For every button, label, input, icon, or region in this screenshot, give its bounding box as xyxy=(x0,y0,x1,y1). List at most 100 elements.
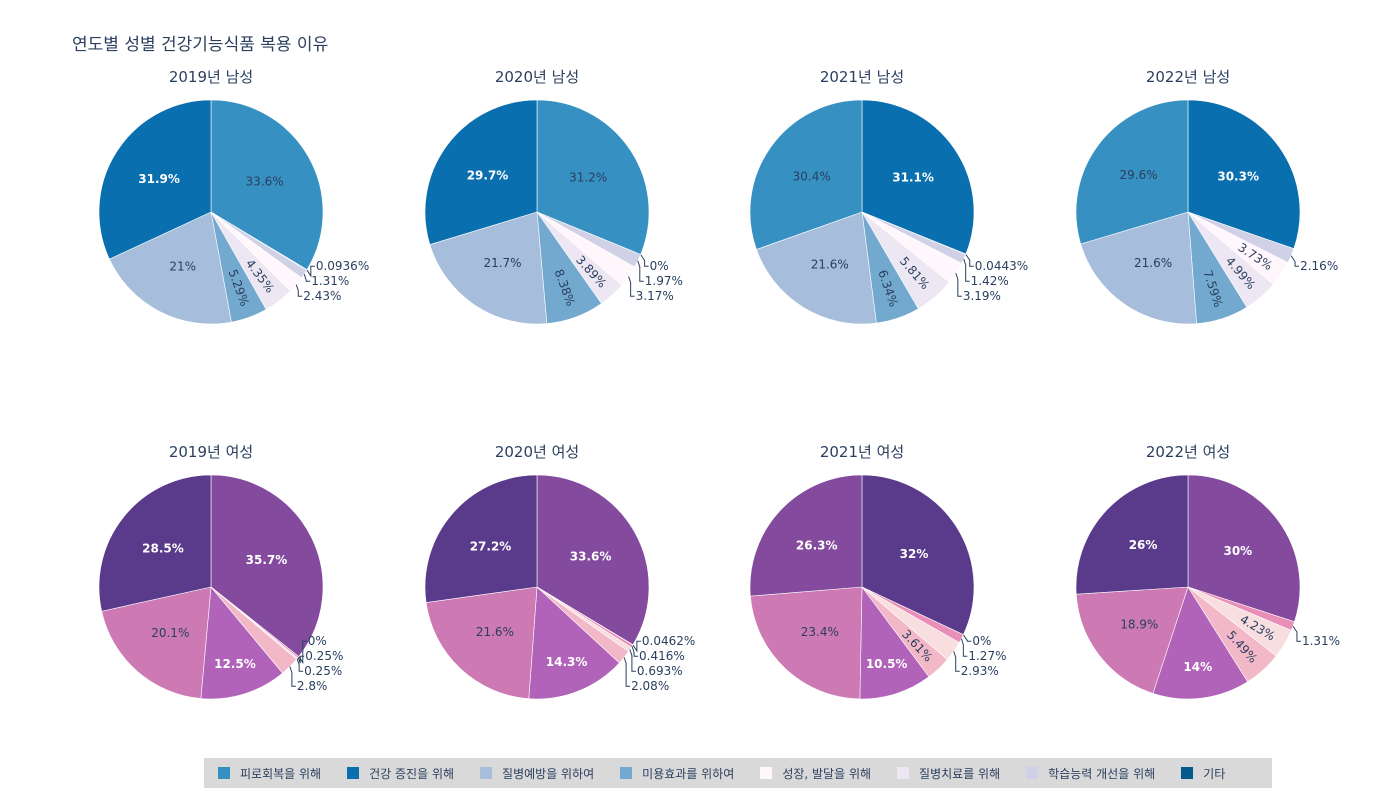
pie-slice[interactable] xyxy=(749,474,863,597)
slice-leader-line xyxy=(962,634,972,642)
legend-label: 학습능력 개선을 위해 xyxy=(1048,766,1156,781)
slice-leader-line xyxy=(631,646,639,657)
slice-leader-line xyxy=(960,638,968,657)
slice-label: 32% xyxy=(900,547,929,561)
slice-label: 26% xyxy=(1129,538,1158,552)
legend-swatch xyxy=(760,767,773,779)
pie-slice[interactable] xyxy=(861,99,975,255)
slice-label: 33.6% xyxy=(246,175,284,189)
pie-title: 2020년 여성 xyxy=(495,443,579,461)
slice-label: 30% xyxy=(1223,544,1252,558)
slice-label: 35.7% xyxy=(246,553,288,567)
legend-swatch xyxy=(1181,767,1194,779)
pie-slice[interactable] xyxy=(1080,211,1197,325)
pie-title: 2022년 남성 xyxy=(1146,68,1230,86)
slice-label: 0.0936% xyxy=(316,259,369,273)
slice-leader-line xyxy=(632,640,641,653)
chart-title: 연도별 성별 건강기능식품 복용 이유 xyxy=(72,35,329,55)
legend: 피로회복을 위해 건강 증진을 위해 질병예방을 위하여 미용효과를 위하여 성장, 발… xyxy=(204,758,1272,788)
slice-leader-line xyxy=(298,640,307,665)
slice-label: 2.43% xyxy=(303,289,341,303)
pie-slice[interactable] xyxy=(1075,474,1189,595)
legend-swatch xyxy=(480,767,493,779)
legend-label: 피로회복을 위해 xyxy=(240,766,322,781)
slice-leader-line xyxy=(303,273,311,282)
pie-title: 2021년 여성 xyxy=(820,443,904,461)
slice-label: 2.08% xyxy=(631,679,669,693)
slice-label: 27.2% xyxy=(470,540,512,554)
legend-item[interactable]: 학습능력 개선을 위해 xyxy=(1026,765,1155,782)
slice-label: 2.8% xyxy=(297,679,328,693)
pie-slice[interactable] xyxy=(108,211,232,325)
slice-label: 21.7% xyxy=(483,256,521,270)
pie-slice[interactable] xyxy=(1075,586,1189,694)
legend-label: 기타 xyxy=(1203,766,1226,781)
pie-slice[interactable] xyxy=(1075,99,1189,245)
slice-leader-line xyxy=(640,254,649,267)
slice-label: 1.31% xyxy=(1302,634,1340,648)
slice-leader-line xyxy=(963,258,970,282)
slice-label: 3.17% xyxy=(636,289,674,303)
pie-slice[interactable] xyxy=(859,586,930,700)
slice-leader-line xyxy=(296,658,304,672)
legend-item[interactable]: 질병치료를 위해 xyxy=(897,765,1000,782)
slice-leader-line xyxy=(289,666,296,687)
pie-slice[interactable] xyxy=(528,586,620,700)
slice-leader-line xyxy=(1290,255,1300,267)
pie-slice[interactable] xyxy=(98,99,212,260)
legend-item[interactable]: 피로회복을 위해 xyxy=(218,765,321,782)
pie-slice[interactable] xyxy=(756,211,877,325)
pie-slice[interactable] xyxy=(536,99,650,255)
slice-label: 1.97% xyxy=(645,274,683,288)
pie-slice[interactable] xyxy=(210,99,324,271)
legend-swatch xyxy=(897,767,910,779)
slice-label: 14% xyxy=(1183,660,1212,674)
legend-item[interactable]: 성장, 발달을 위해 xyxy=(760,765,871,782)
slice-leader-line xyxy=(637,260,644,282)
pie-title: 2019년 남성 xyxy=(169,68,253,86)
slice-leader-line xyxy=(1292,625,1301,642)
pie-slice[interactable] xyxy=(429,211,548,325)
slice-label: 3.19% xyxy=(963,289,1001,303)
pie-slice[interactable] xyxy=(1187,474,1301,623)
pie-slice[interactable] xyxy=(424,99,538,245)
slice-label: 0% xyxy=(308,634,327,648)
legend-item[interactable]: 미용효과를 위하여 xyxy=(620,765,734,782)
pie-slice[interactable] xyxy=(750,586,863,700)
slice-leader-line xyxy=(953,651,960,672)
pie-slice[interactable] xyxy=(425,586,538,700)
pie-slice[interactable] xyxy=(749,99,863,250)
slice-label: 2.93% xyxy=(961,664,999,678)
slice-label: 26.3% xyxy=(796,538,838,552)
legend-swatch xyxy=(347,767,360,779)
slice-label: 14.3% xyxy=(546,655,588,669)
pie-slice[interactable] xyxy=(1152,586,1249,700)
legend-item[interactable]: 건강 증진을 위해 xyxy=(347,765,454,782)
legend-label: 질병치료를 위해 xyxy=(919,766,1001,781)
pie-slice[interactable] xyxy=(424,474,538,603)
slice-leader-line xyxy=(965,253,974,267)
slice-label: 0.416% xyxy=(639,649,685,663)
pie-slice[interactable] xyxy=(1187,99,1301,250)
slice-label: 0.693% xyxy=(637,664,683,678)
legend-swatch xyxy=(1026,767,1039,779)
legend-label: 성장, 발달을 위해 xyxy=(782,766,872,781)
pie-slice[interactable] xyxy=(101,586,212,699)
slice-label: 0.25% xyxy=(305,649,343,663)
slice-label: 20.1% xyxy=(151,626,189,640)
legend-item[interactable]: 기타 xyxy=(1181,765,1225,782)
legend-label: 건강 증진을 위해 xyxy=(369,766,455,781)
slice-leader-line xyxy=(628,276,635,297)
pie-slice[interactable] xyxy=(536,474,650,646)
pie-slice[interactable] xyxy=(210,474,324,657)
pie-slice[interactable] xyxy=(98,474,212,612)
legend-swatch xyxy=(620,767,633,779)
legend-item[interactable]: 질병예방을 위하여 xyxy=(480,765,594,782)
slice-label: 0.0462% xyxy=(642,634,695,648)
slice-label: 29.6% xyxy=(1120,168,1158,182)
pie-slice[interactable] xyxy=(200,586,284,700)
slice-label: 23.4% xyxy=(801,625,839,639)
pie-slice[interactable] xyxy=(861,474,975,636)
slice-leader-line xyxy=(306,265,315,278)
slice-label: 21.6% xyxy=(476,625,514,639)
